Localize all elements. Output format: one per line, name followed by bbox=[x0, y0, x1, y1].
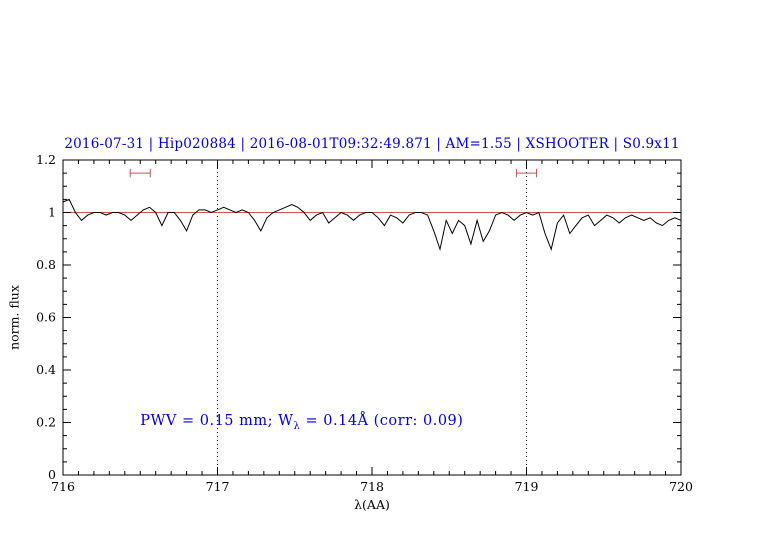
x-tick-label: 719 bbox=[515, 479, 539, 494]
spectrum-line bbox=[62, 198, 682, 252]
y-tick-label: 0.2 bbox=[36, 415, 56, 430]
pwv-annotation-subscript: λ bbox=[293, 420, 301, 432]
y-tick-label: 0 bbox=[48, 467, 56, 482]
y-tick-label: 0.8 bbox=[36, 257, 56, 272]
pwv-annotation-part2: = 0.14Å (corr: 0.09) bbox=[300, 412, 464, 429]
y-tick-label: 1.2 bbox=[36, 152, 56, 167]
pwv-annotation-part1: PWV = 0.15 mm; W bbox=[140, 412, 294, 429]
x-tick-label: 720 bbox=[669, 479, 693, 494]
x-tick-label: 717 bbox=[206, 479, 230, 494]
y-tick-label: 1 bbox=[48, 205, 56, 220]
x-tick-label: 716 bbox=[51, 479, 75, 494]
x-tick-label: 718 bbox=[360, 479, 384, 494]
y-axis-label: norm. flux bbox=[6, 285, 22, 350]
x-axis-label: λ(AA) bbox=[354, 497, 390, 512]
pwv-annotation: PWV = 0.15 mm; Wλ = 0.14Å (corr: 0.09) bbox=[140, 413, 463, 432]
plot-title: 2016-07-31 | Hip020884 | 2016-08-01T09:3… bbox=[64, 136, 680, 152]
y-tick-label: 0.6 bbox=[36, 310, 56, 325]
y-tick-label: 0.4 bbox=[36, 362, 56, 377]
